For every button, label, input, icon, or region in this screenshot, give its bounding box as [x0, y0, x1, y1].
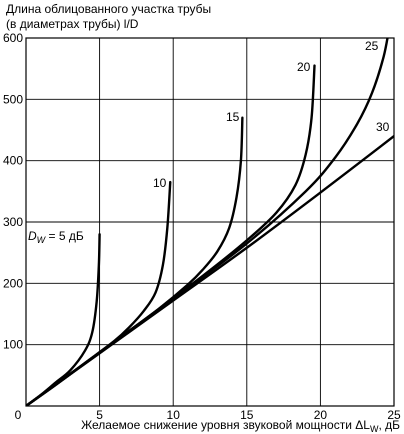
curves — [26, 38, 394, 406]
chart-title-line-1: Длина облицованного участка трубы — [6, 2, 211, 16]
curve-label-main: D — [28, 229, 37, 243]
x-tick-label: 25 — [387, 408, 401, 422]
curve-label: 20 — [297, 60, 311, 74]
x-axis-label-sub: W — [370, 424, 379, 434]
y-tick-label: 600 — [3, 31, 23, 45]
curve-label-main: 15 — [226, 110, 240, 124]
curve-label-rest: = 5 дБ — [45, 229, 84, 243]
curve-30 — [26, 134, 394, 406]
curve-label-main: 25 — [365, 39, 379, 53]
x-tick-label: 10 — [167, 408, 181, 422]
curve-label-sub: W — [37, 235, 47, 245]
x-axis-label-unit: , дБ — [378, 418, 400, 432]
x-tick-label: 15 — [240, 408, 254, 422]
curve-label: 25 — [365, 39, 379, 53]
curve-label-main: 30 — [376, 120, 390, 134]
x-tick-label: 0 — [15, 408, 22, 422]
curve-label: 15 — [226, 110, 240, 124]
curve-labels: DW = 5 дБ 10 15 20 25 30 — [28, 39, 390, 245]
curve-25 — [26, 38, 389, 406]
curve-label: DW = 5 дБ — [28, 229, 84, 245]
curve-label: 10 — [153, 176, 167, 190]
curve-label-main: 10 — [153, 176, 167, 190]
chart-title-line-2: (в диаметрах трубы) l/D — [6, 17, 139, 31]
grid — [26, 38, 394, 406]
x-axis-label: Желаемое снижение уровня звуковой мощнос… — [81, 418, 400, 434]
y-tick-label: 400 — [3, 154, 23, 168]
curve-label-main: 20 — [297, 60, 311, 74]
tick-labels: 0 5 10 15 20 25 100 200 300 400 500 600 — [3, 31, 401, 422]
y-tick-label: 300 — [3, 215, 23, 229]
y-tick-label: 100 — [3, 338, 23, 352]
x-tick-label: 5 — [96, 408, 103, 422]
curve-label: 30 — [376, 120, 390, 134]
x-axis-label-main: Желаемое снижение уровня звуковой мощнос… — [81, 418, 370, 432]
y-tick-label: 500 — [3, 92, 23, 106]
y-tick-label: 200 — [3, 276, 23, 290]
x-tick-label: 20 — [314, 408, 328, 422]
plot-frame — [25, 37, 395, 407]
